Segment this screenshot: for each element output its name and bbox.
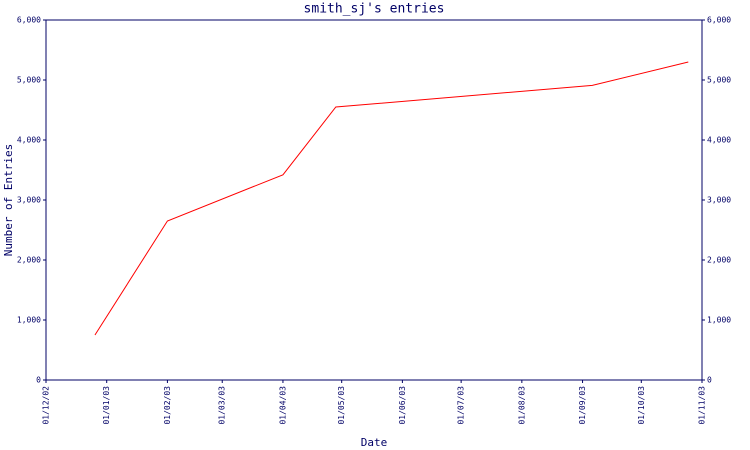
x-tick-label: 01/10/03 [637,386,646,425]
y-axis-label: Number of Entries [2,144,15,257]
plot-frame [45,19,703,381]
y2-tick-label: 4,000 [707,136,731,145]
y-tick-label: 5,000 [17,76,41,85]
x-tick-label: 01/02/03 [163,386,172,425]
x-tick-label: 01/09/03 [578,386,587,425]
x-tick-label: 01/03/03 [218,386,227,425]
y-tick-label: 1,000 [17,316,41,325]
data-line [94,61,689,336]
x-tick-label: 01/11/03 [698,386,707,425]
y-tick-label: 2,000 [17,256,41,265]
y2-tick-label: 2,000 [707,256,731,265]
y-tick-label: 6,000 [17,16,41,25]
x-tick-label: 01/08/03 [517,386,526,425]
y-tick-label: 4,000 [17,136,41,145]
x-tick-label: 01/01/03 [102,386,111,425]
x-tick-label: 01/06/03 [398,386,407,425]
y-tick-label: 0 [36,376,41,385]
y2-tick-label: 0 [707,376,712,385]
chart-title: smith_sj's entries [304,2,445,17]
y2-tick-label: 5,000 [707,76,731,85]
x-tick-label: 01/12/02 [42,386,51,425]
x-tick-label: 01/04/03 [278,386,287,425]
y-tick-label: 3,000 [17,196,41,205]
x-tick-label: 01/07/03 [457,386,466,425]
y2-tick-label: 3,000 [707,196,731,205]
y2-tick-label: 1,000 [707,316,731,325]
x-axis-label: Date [361,436,388,449]
x-tick-label: 01/05/03 [337,386,346,425]
y2-tick-label: 6,000 [707,16,731,25]
